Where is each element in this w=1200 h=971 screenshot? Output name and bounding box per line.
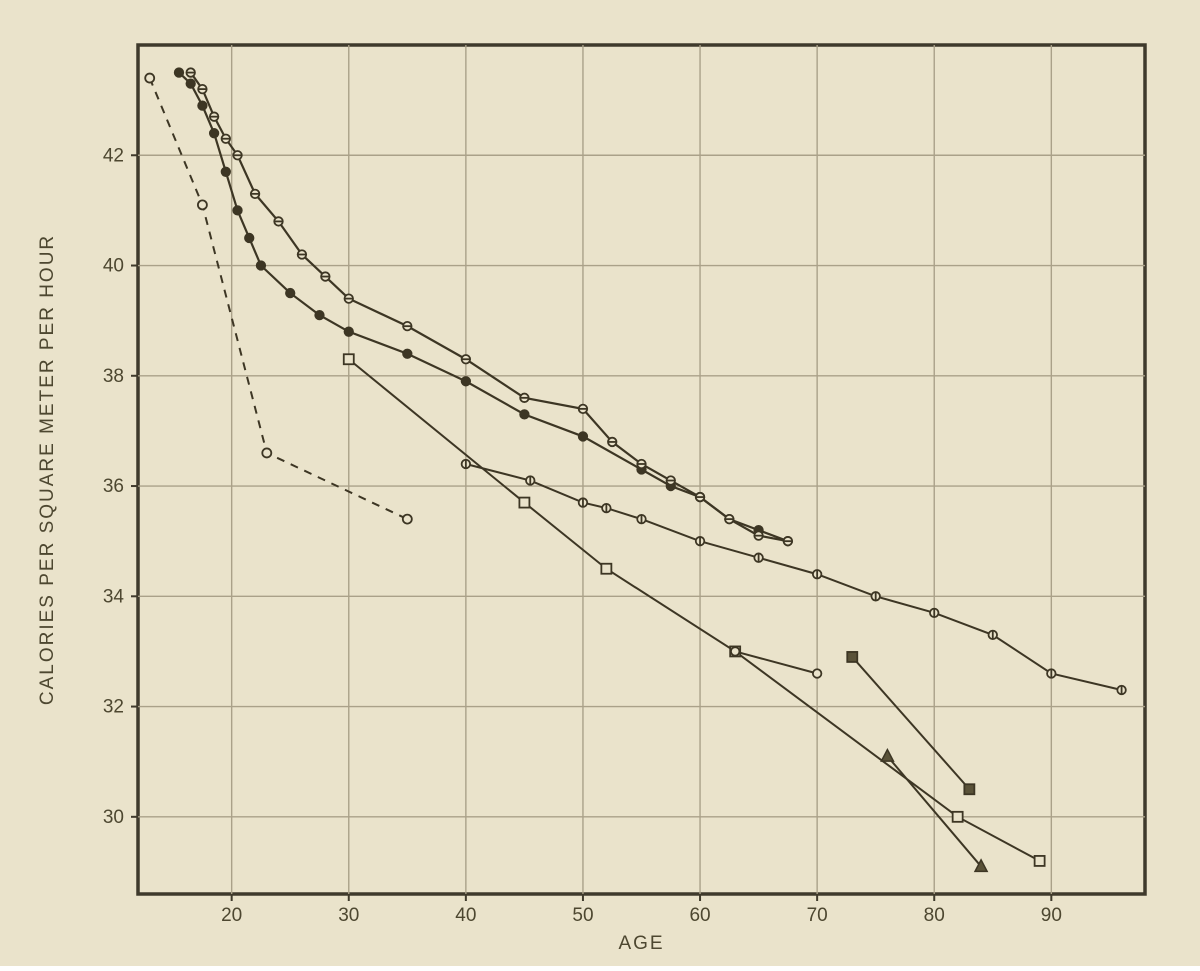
- svg-text:42: 42: [103, 145, 124, 166]
- svg-text:20: 20: [221, 905, 242, 926]
- x-axis-label: AGE: [618, 933, 664, 954]
- svg-text:30: 30: [338, 905, 359, 926]
- svg-text:40: 40: [455, 905, 476, 926]
- svg-text:40: 40: [103, 256, 124, 277]
- svg-text:38: 38: [103, 366, 124, 387]
- svg-text:32: 32: [103, 697, 124, 718]
- y-axis-label: CALORIES PER SQUARE METER PER HOUR: [37, 234, 58, 705]
- svg-text:34: 34: [103, 586, 125, 607]
- svg-text:90: 90: [1041, 905, 1062, 926]
- svg-text:30: 30: [103, 807, 124, 828]
- svg-text:70: 70: [807, 905, 828, 926]
- metabolism-chart: 20 30 40 50 60 70 80 90 30 32 34 36 38 40 42 AGE CALORIE…: [0, 0, 1200, 966]
- chart-container: 20 30 40 50 60 70 80 90 30 32 34 36 38 40 42 AGE CALORIE…: [0, 0, 1200, 966]
- svg-text:60: 60: [689, 905, 710, 926]
- svg-text:36: 36: [103, 476, 124, 497]
- svg-text:80: 80: [924, 905, 945, 926]
- svg-text:50: 50: [572, 905, 593, 926]
